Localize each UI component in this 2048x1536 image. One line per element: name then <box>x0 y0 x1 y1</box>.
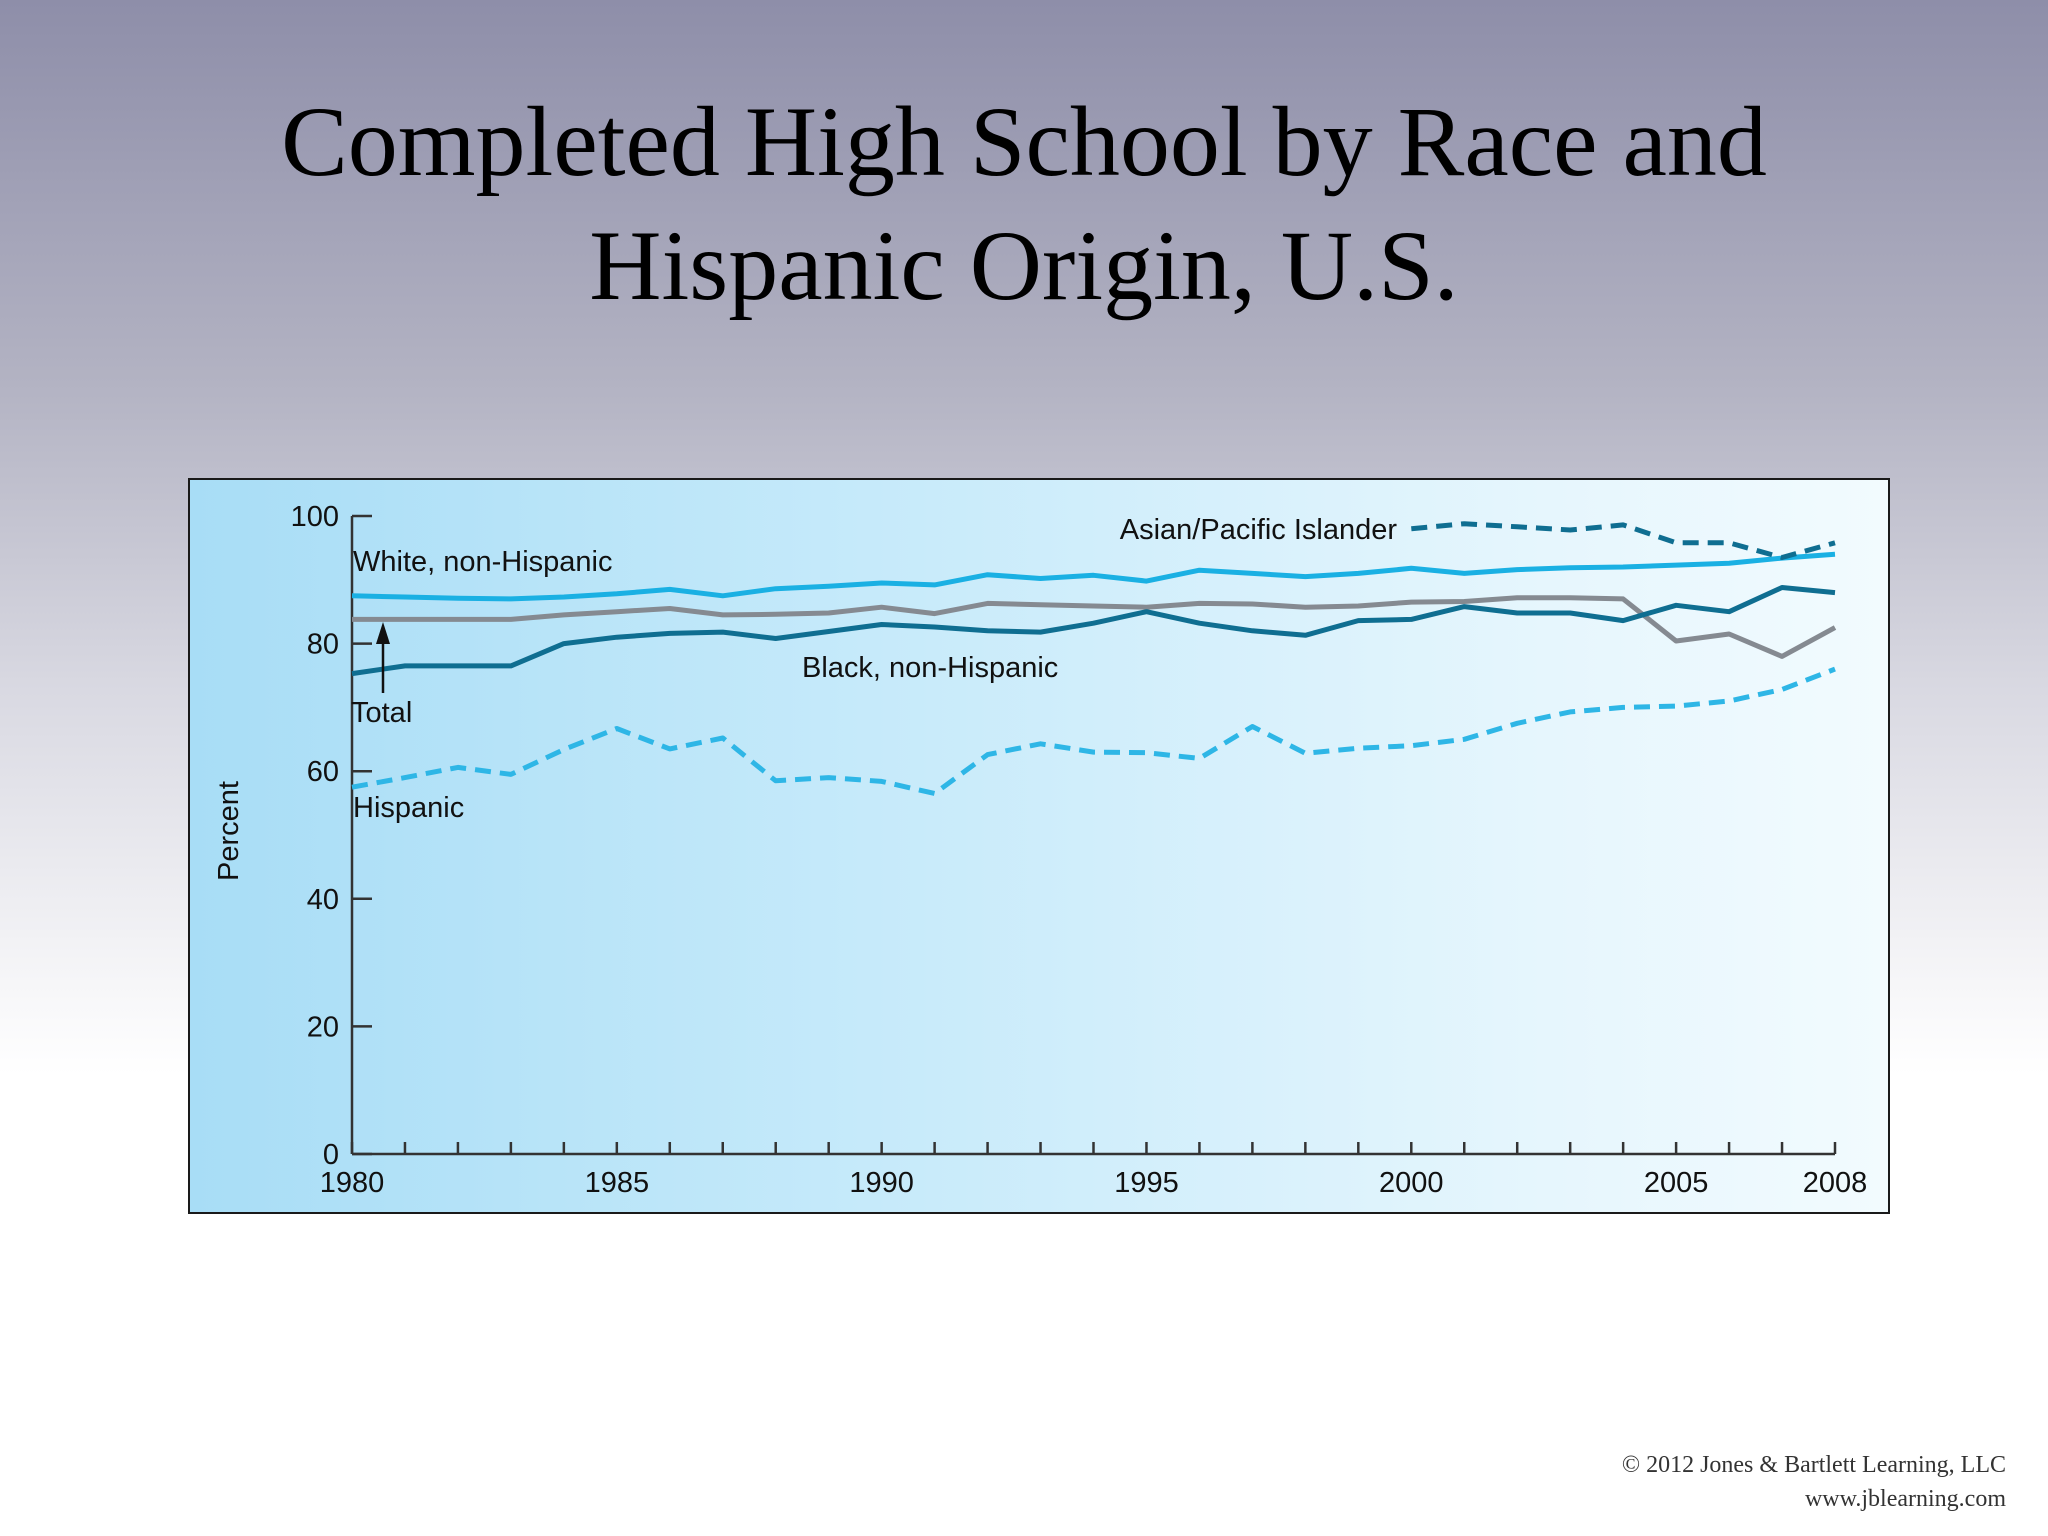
series-labels: Percent White, non-Hispanic Asian/Pacifi… <box>213 514 1397 881</box>
y-tick-label: 80 <box>307 629 339 661</box>
line-chart: 0 20 40 60 80 100 1980 1985 1990 1995 2000 2005 2008… <box>213 501 1868 1199</box>
x-tick-label: 1990 <box>849 1167 914 1199</box>
slide-title: Completed High School by Race and Hispan… <box>0 80 2048 328</box>
copyright-notice: © 2012 Jones & Bartlett Learning, LLC ww… <box>1622 1448 2006 1516</box>
series-lines <box>351 521 1837 796</box>
y-tick-label: 20 <box>307 1011 339 1043</box>
y-tick-label: 0 <box>323 1139 339 1171</box>
series-line-asian-pacific-islander <box>1411 521 1836 560</box>
chart-panel: 0 20 40 60 80 100 1980 1985 1990 1995 2000 2005 2008… <box>188 478 1890 1214</box>
series-line-total <box>352 595 1837 659</box>
label-black-non-hispanic: Black, non-Hispanic <box>802 652 1058 684</box>
total-arrow <box>376 622 390 693</box>
series-line-white-non-hispanic <box>351 551 1836 602</box>
x-tick-label: 1995 <box>1114 1167 1179 1199</box>
label-white-non-hispanic: White, non-Hispanic <box>353 546 613 578</box>
y-tick-label: 40 <box>307 884 339 916</box>
y-axis-label: Percent <box>213 781 245 881</box>
x-tick-label: 1985 <box>585 1167 650 1199</box>
x-tick-label: 2005 <box>1644 1167 1709 1199</box>
y-tick-label: 60 <box>307 756 339 788</box>
x-tick-label: 2000 <box>1379 1167 1444 1199</box>
label-total: Total <box>351 697 412 729</box>
x-tick-label: 2008 <box>1803 1167 1868 1199</box>
slide-title-line-1: Completed High School by Race and <box>281 86 1767 197</box>
axes: 0 20 40 60 80 100 1980 1985 1990 1995 2000 2005 2008 <box>291 501 1868 1199</box>
series-line-black-non-hispanic <box>351 585 1836 677</box>
label-hispanic: Hispanic <box>353 792 464 824</box>
x-tick-label: 1980 <box>320 1167 385 1199</box>
label-asian-pacific-islander: Asian/Pacific Islander <box>1120 514 1398 546</box>
copyright-line: © 2012 Jones & Bartlett Learning, LLC <box>1621 1452 2006 1478</box>
series-line-hispanic <box>351 666 1836 796</box>
publisher-url: www.jblearning.com <box>1804 1486 2006 1512</box>
slide-title-line-2: Hispanic Origin, U.S. <box>589 210 1459 321</box>
y-tick-label: 100 <box>291 501 339 533</box>
